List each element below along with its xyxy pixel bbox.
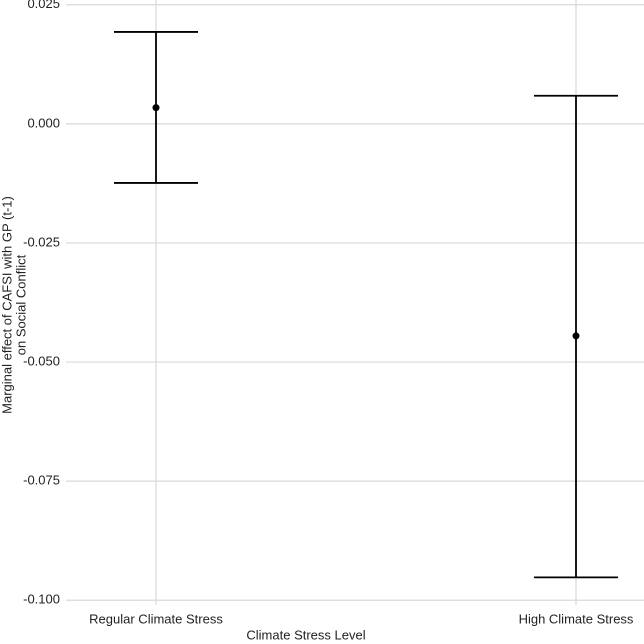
y-tick-label: 0.000 bbox=[27, 115, 60, 130]
y-axis-title: Marginal effect of CAFSI with GP (t-1) bbox=[0, 196, 14, 414]
x-tick-label: High Climate Stress bbox=[519, 611, 634, 626]
y-tick-label: -0.075 bbox=[23, 473, 60, 488]
y-axis-title: on Social Conflict bbox=[13, 254, 28, 355]
y-tick-label: -0.100 bbox=[23, 592, 60, 607]
point bbox=[152, 104, 160, 112]
x-axis-title: Climate Stress Level bbox=[246, 627, 365, 642]
point bbox=[572, 332, 580, 340]
x-tick-label: Regular Climate Stress bbox=[89, 611, 223, 626]
y-tick-label: -0.050 bbox=[23, 353, 60, 368]
y-tick-label: 0.025 bbox=[27, 0, 60, 11]
y-tick-label: -0.025 bbox=[23, 234, 60, 249]
